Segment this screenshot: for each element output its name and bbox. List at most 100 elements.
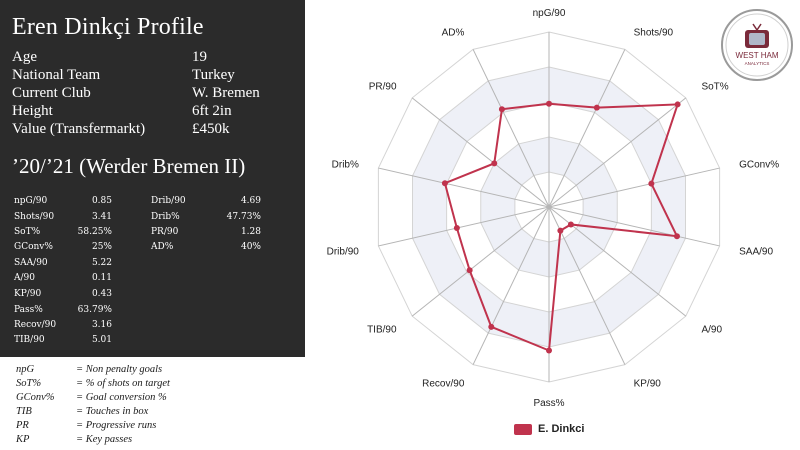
info-row-national-team: National Team Turkey [12,67,297,85]
data-point [546,100,552,107]
info-label: Height [12,103,53,119]
info-row-age: Age 19 [12,49,297,67]
info-row-height: Height 6ft 2in [12,103,297,121]
axis-label: SoT% [701,81,728,92]
stat-value: 5.01 [91,335,112,345]
stat-value: 40% [240,242,261,252]
stat-value: 0.43 [91,289,112,299]
axis-label: A/90 [701,325,722,336]
info-value: Turkey [192,67,235,83]
stat-label: npG/90 [14,196,48,206]
stat-label: Shots/90 [14,212,55,222]
legend-label: E. Dinkci [538,423,585,435]
stat-row: SAA/90 5.22 [14,258,112,270]
axis-spoke [548,206,720,247]
axis-label: Recov/90 [422,379,465,390]
data-point [441,180,448,187]
west-ham-analytics-logo: WEST HAM ANALYTICS [721,9,793,81]
glossary-term: PR [16,420,29,431]
glossary-term: GConv% [16,392,55,403]
data-point [567,221,574,228]
stat-label: A/90 [14,273,35,283]
stat-value: 3.16 [91,320,112,330]
info-label: National Team [12,67,101,83]
stat-row: Shots/90 3.41 [14,212,112,224]
logo-text: WEST HAM [736,51,779,60]
season-heading: ’20/’21 (Werder Bremen II) [12,154,246,178]
axis-spoke [472,49,550,208]
stat-row: GConv% 25% [14,242,112,254]
stat-row: AD% 40% [151,242,261,254]
axis-spoke [378,167,550,208]
stat-label: SAA/90 [14,258,48,268]
stat-value: 0.85 [91,196,112,206]
stat-label: AD% [151,242,174,252]
axis-label: GConv% [739,160,779,171]
stat-row: TIB/90 5.01 [14,335,112,347]
axis-label: npG/90 [533,8,566,19]
glossary-term: npG [16,364,35,375]
info-label: Age [12,49,37,65]
axis-label: SAA/90 [739,246,773,257]
info-label: Current Club [12,85,91,101]
legend-swatch [514,424,532,435]
glossary-definition: = Goal conversion % [76,392,167,403]
axis-spoke [411,97,550,208]
axis-label: AD% [442,27,465,38]
axis-label: Pass% [533,398,564,409]
data-point [498,106,505,113]
stat-value: 58.25% [77,227,112,237]
axis-label: Shots/90 [634,27,674,38]
stat-row: A/90 0.11 [14,273,112,285]
axis-spoke [548,49,626,208]
stat-row: PR/90 1.28 [151,227,261,239]
stat-row: KP/90 0.43 [14,289,112,301]
axis-spoke [378,206,550,247]
logo-subtext: ANALYTICS [745,61,770,66]
info-row-value: Value (Transfermarkt) £450k [12,121,297,139]
data-point [491,160,498,167]
stat-value: 3.41 [91,212,112,222]
info-value: £450k [192,121,230,137]
data-point [488,323,495,330]
info-value: 19 [192,49,207,65]
glossary-definition: = Touches in box [76,406,149,417]
stat-row: Pass% 63.79% [14,305,112,317]
stat-row: Recov/90 3.16 [14,320,112,332]
axis-spoke [548,167,720,208]
stat-label: TIB/90 [14,335,45,345]
profile-title: Eren Dinkçi Profile [12,14,204,40]
stat-label: GConv% [14,242,53,252]
glossary-definition: = Non penalty goals [76,364,163,375]
stat-row: Drib% 47.73% [151,212,261,224]
stat-label: Drib% [151,212,180,222]
stat-value: 25% [91,242,112,252]
stat-value: 0.11 [91,273,112,283]
data-point [673,233,680,240]
info-value: W. Bremen [192,85,260,101]
glossary-definition: = Key passes [76,434,133,445]
axis-label: Drib/90 [327,246,360,257]
glossary-term: SoT% [16,378,42,389]
glossary-definition: = Progressive runs [76,420,157,431]
stat-label: Pass% [14,305,43,315]
data-point [466,267,473,274]
stat-label: Drib/90 [151,196,186,206]
axis-label: TIB/90 [367,325,397,336]
info-row-current-club: Current Club W. Bremen [12,85,297,103]
data-point [593,104,600,111]
axis-spoke [548,97,687,208]
stat-value: 63.79% [77,305,112,315]
stat-row: Drib/90 4.69 [151,196,261,208]
glossary-definition: = % of shots on target [76,378,170,389]
axis-label: Drib% [332,160,359,171]
stat-label: SoT% [14,227,41,237]
stat-value: 5.22 [91,258,112,268]
stat-row: SoT% 58.25% [14,227,112,239]
stat-label: Recov/90 [14,320,57,330]
stat-label: KP/90 [14,289,42,299]
data-point [557,227,564,234]
data-point [453,225,460,232]
stat-value: 1.28 [240,227,261,237]
